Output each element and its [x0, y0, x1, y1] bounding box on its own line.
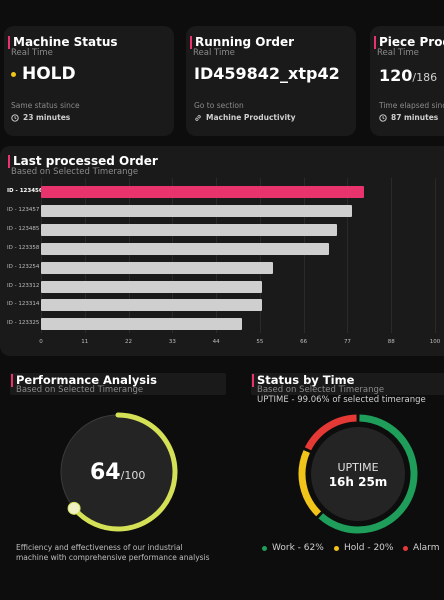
- legend-label: Hold - 20%: [344, 543, 394, 553]
- order-bar[interactable]: [41, 204, 353, 217]
- link-icon: [195, 114, 201, 121]
- footer-label: Time elapsed sinc: [379, 101, 444, 110]
- footer-label: Go to section: [194, 101, 244, 110]
- gridline: [216, 178, 218, 333]
- gridline: [435, 178, 436, 333]
- running-order-card: Running Order Real Time ID459842_xtp42 G…: [186, 26, 356, 136]
- x-tick-label: 44: [212, 339, 220, 345]
- performance-title: Performance Analysis: [11, 374, 157, 387]
- status-title: Status by Time: [252, 374, 354, 387]
- gridline: [84, 178, 86, 333]
- y-category-label: ID - 123457: [7, 206, 40, 213]
- order-bar[interactable]: [41, 299, 262, 312]
- gridline: [128, 178, 130, 333]
- legend-item: Alarm: [403, 543, 439, 553]
- gridline: [259, 178, 261, 333]
- card-subtitle: Real Time: [193, 48, 235, 58]
- order-bar[interactable]: [41, 280, 262, 293]
- legend-dot-icon: [403, 545, 408, 551]
- machine-status-card: Machine Status Real Time HOLD Same statu…: [4, 26, 174, 136]
- gridline: [172, 178, 174, 333]
- donut-segment: [298, 450, 322, 517]
- x-tick-label: 22: [125, 339, 133, 345]
- legend-item: Work - 62%: [262, 543, 324, 553]
- y-category-label: ID - 123456: [7, 188, 43, 194]
- status-header: [251, 373, 444, 395]
- card-subtitle: Real Time: [11, 48, 53, 58]
- y-category-label: ID - 123325: [7, 320, 40, 327]
- status-dot-icon: [11, 71, 16, 77]
- uptime-note: UPTIME - 99.06% of selected timerange: [257, 395, 426, 405]
- donut-inner-disc: [311, 427, 405, 521]
- y-category-label: ID - 123314: [7, 301, 40, 308]
- legend-dot-icon: [262, 545, 267, 551]
- legend-item: Hold - 20%: [334, 543, 393, 553]
- clock-icon: [379, 113, 387, 122]
- machine-productivity-link[interactable]: Machine Productivity: [194, 113, 296, 122]
- x-tick-label: 66: [300, 339, 308, 345]
- gauge-knob: [67, 501, 81, 515]
- clock-icon: [11, 113, 19, 122]
- x-tick-label: 33: [168, 339, 176, 345]
- chart-title: Last processed Order: [8, 155, 158, 168]
- y-category-label: ID - 123312: [7, 282, 40, 289]
- legend-dot-icon: [334, 545, 339, 551]
- y-category-label: ID - 123485: [7, 225, 40, 232]
- chart-subtitle: Based on Selected Timerange: [11, 167, 139, 177]
- donut-segment: [304, 414, 357, 451]
- uptime-center-label: UPTIME: [337, 461, 379, 474]
- card-title: Running Order: [190, 36, 294, 49]
- donut-segment: [318, 414, 418, 534]
- uptime-center-value: 16h 25m: [328, 475, 388, 489]
- gridline: [41, 178, 42, 333]
- gauge-progress-arc: [71, 412, 178, 532]
- y-category-label: ID - 123254: [7, 263, 40, 270]
- gridline: [347, 178, 349, 333]
- gridline: [391, 178, 393, 333]
- y-category-label: ID - 123358: [7, 244, 40, 251]
- status-donut: [298, 414, 418, 534]
- footer-label: Same status since: [11, 101, 80, 110]
- x-tick-label: 77: [343, 339, 351, 345]
- order-bar[interactable]: [41, 186, 365, 198]
- legend-label: Work - 62%: [272, 543, 324, 553]
- x-tick-label: 55: [256, 339, 264, 345]
- card-subtitle: Real Time: [377, 48, 419, 58]
- order-bar[interactable]: [41, 261, 274, 274]
- card-title: Machine Status: [8, 36, 118, 49]
- gauge-inner-disc: [61, 415, 175, 529]
- gridline: [303, 178, 305, 333]
- performance-header: [10, 373, 226, 395]
- x-tick-label: 0: [39, 339, 43, 345]
- footer-value: 87 minutes: [379, 113, 438, 122]
- status-subtitle: Based on Selected Timerange: [257, 385, 385, 395]
- order-bar[interactable]: [41, 242, 329, 255]
- x-tick-label: 100: [429, 339, 441, 345]
- performance-score: 64/100: [90, 460, 146, 485]
- piece-production-card: Piece Prod Real Time 120/186 Time elapse…: [370, 26, 444, 136]
- card-title: Piece Prod: [374, 36, 444, 49]
- status-text: HOLD: [22, 64, 76, 84]
- footer-value: 23 minutes: [11, 113, 70, 122]
- performance-gauge: [60, 412, 178, 532]
- legend-label: Alarm: [413, 543, 440, 553]
- status-value: HOLD: [11, 64, 76, 84]
- performance-subtitle: Based on Selected Timerange: [16, 385, 144, 395]
- order-bar[interactable]: [41, 223, 337, 236]
- performance-description: Efficiency and effectiveness of our indu…: [16, 543, 210, 562]
- order-id: ID459842_xtp42: [194, 64, 340, 83]
- x-tick-label: 88: [387, 339, 395, 345]
- x-tick-label: 11: [81, 339, 89, 345]
- order-bar[interactable]: [41, 318, 242, 331]
- piece-count: 120/186: [379, 66, 438, 85]
